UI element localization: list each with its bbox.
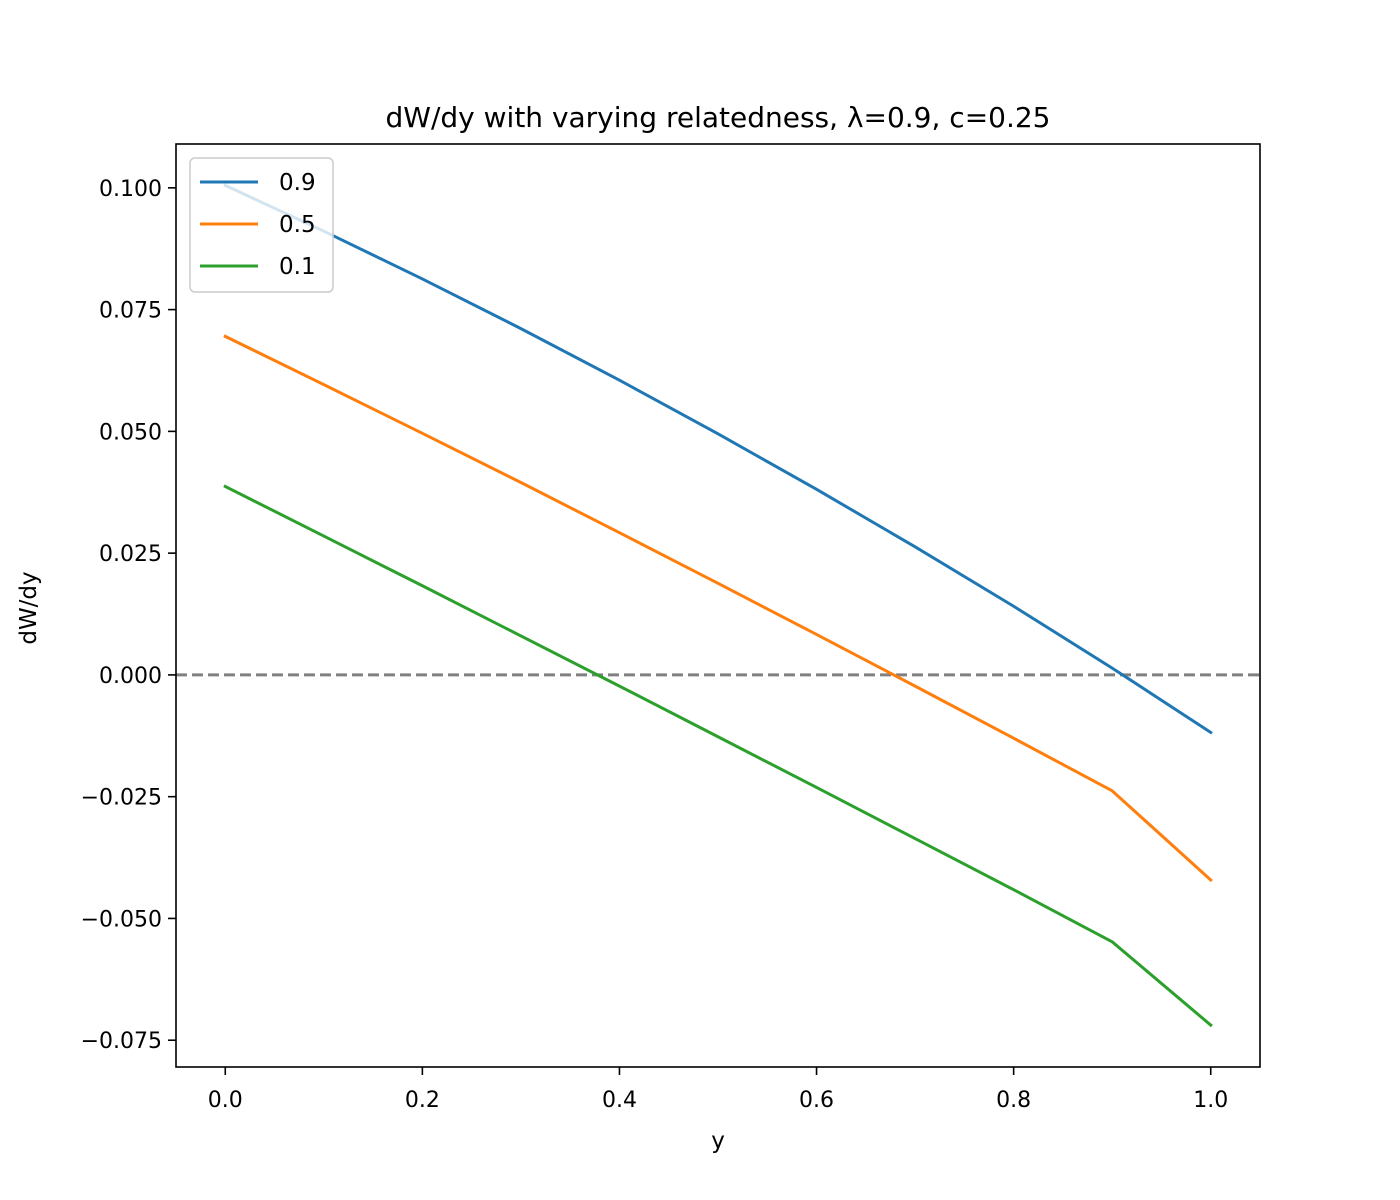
x-tick-label: 0.2	[405, 1088, 440, 1113]
legend-label-0-9: 0.9	[279, 170, 316, 196]
series-line-0-9	[223, 183, 1213, 735]
x-tick-label: 0.0	[208, 1088, 243, 1113]
plot-area	[175, 143, 1261, 1068]
x-tick-label: 0.4	[602, 1088, 637, 1113]
x-tick-label: 0.6	[799, 1088, 834, 1113]
series-line-0-5	[223, 334, 1213, 883]
x-tick-label: 1.0	[1193, 1088, 1228, 1113]
x-axis-ticks: 0.0 0.2 0.4 0.6 0.8 1.0	[208, 1067, 1228, 1113]
y-tick-label: −0.050	[81, 907, 162, 932]
legend-label-0-1: 0.1	[279, 254, 316, 280]
y-tick-label: −0.075	[81, 1029, 162, 1054]
legend: 0.9 0.5 0.1	[189, 157, 334, 293]
x-tick-label: 0.8	[996, 1088, 1031, 1113]
y-axis-ticks: 0.100 0.075 0.050 0.025 0.000 −0.025 −0.050 −0.…	[81, 177, 176, 1054]
x-axis-label: y	[711, 1128, 725, 1154]
y-tick-label: 0.050	[99, 420, 162, 445]
legend-label-0-5: 0.5	[279, 212, 316, 238]
legend-box	[189, 157, 334, 293]
series-line-0-1	[223, 484, 1213, 1028]
y-tick-label: 0.025	[99, 542, 162, 567]
y-tick-label: 0.000	[99, 664, 162, 689]
plot-frame	[175, 143, 1261, 1068]
y-tick-label: 0.100	[99, 177, 162, 202]
y-tick-label: 0.075	[99, 299, 162, 324]
y-tick-label: −0.025	[81, 786, 162, 811]
chart-title: dW/dy with varying relatedness, λ=0.9, c…	[386, 101, 1051, 134]
y-axis-label: dW/dy	[16, 571, 42, 644]
